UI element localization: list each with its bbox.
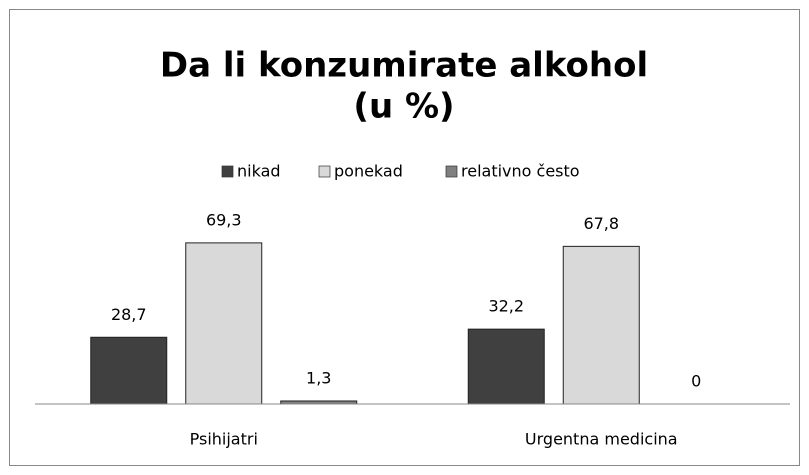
chart-title: Da li konzumirate alkohol: [160, 46, 648, 86]
data-label: 69,3: [206, 210, 242, 229]
data-label: 32,2: [488, 297, 524, 316]
legend-swatch: [221, 165, 234, 178]
bar: [467, 328, 545, 405]
data-label: 0: [691, 372, 701, 391]
bar: [185, 242, 263, 405]
legend-swatch: [445, 165, 458, 178]
bar: [562, 245, 640, 405]
chart-title: (u %): [353, 87, 454, 127]
legend-swatch: [318, 165, 331, 178]
x-tick-label: Urgentna medicina: [525, 430, 678, 449]
x-tick-label: Psihijatri: [190, 430, 258, 449]
data-label: 1,3: [306, 368, 331, 387]
legend-label: nikad: [237, 162, 281, 181]
data-label: 28,7: [111, 305, 147, 324]
legend-label: ponekad: [334, 162, 403, 181]
data-label: 67,8: [583, 214, 619, 233]
legend-label: relativno često: [461, 162, 580, 181]
bar: [90, 336, 168, 405]
